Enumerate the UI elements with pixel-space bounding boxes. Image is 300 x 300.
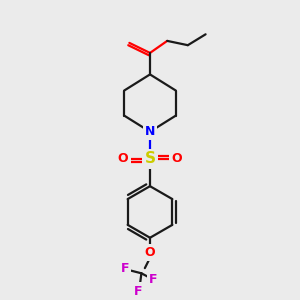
Text: F: F (121, 262, 129, 275)
Text: F: F (149, 272, 158, 286)
Text: O: O (118, 152, 128, 166)
Text: O: O (172, 152, 182, 166)
Text: N: N (145, 125, 155, 138)
Text: S: S (145, 152, 155, 166)
Text: O: O (145, 246, 155, 259)
Text: F: F (134, 285, 143, 298)
